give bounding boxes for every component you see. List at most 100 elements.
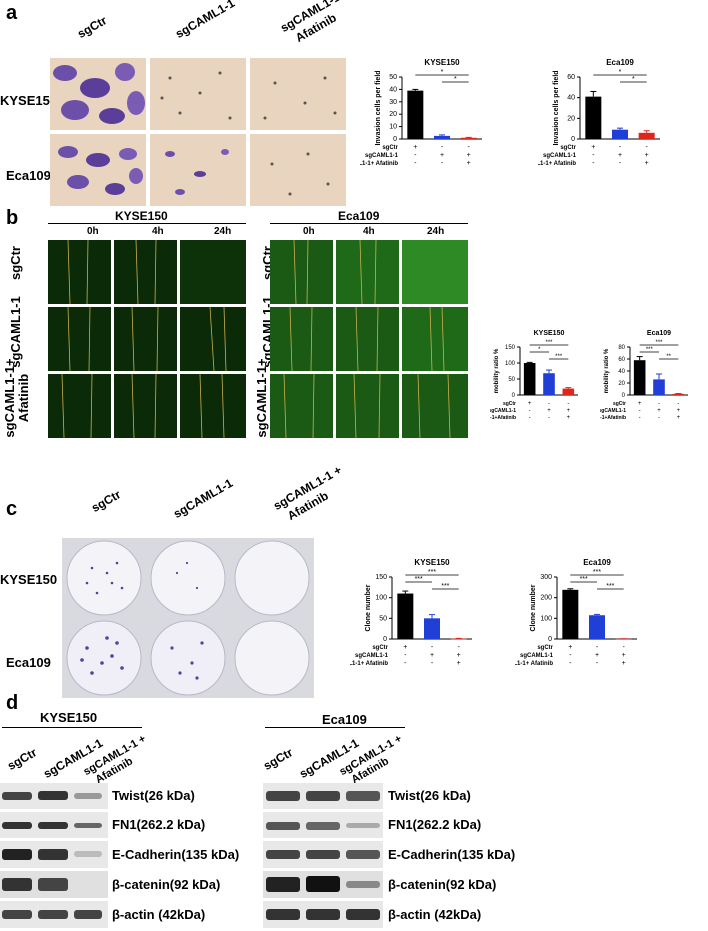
scratch-image	[336, 240, 399, 304]
bar	[407, 90, 424, 139]
invasion-image	[250, 58, 346, 130]
condition-sign: -	[658, 401, 660, 407]
clone-dishes	[66, 540, 310, 696]
condition-sign: -	[622, 644, 625, 651]
sig-label: *	[454, 76, 457, 83]
condition-label: sgCtr	[503, 401, 516, 407]
invasion-stain-medium	[165, 149, 229, 195]
sig-label: ***	[428, 569, 436, 576]
wb-band-twist	[0, 783, 108, 809]
bar	[434, 135, 450, 139]
chart-title: KYSE150	[534, 330, 565, 337]
panel-d-title-kyse150: KYSE150	[40, 710, 98, 725]
panel-a-col-sgctr: sgCtr	[75, 13, 110, 41]
condition-sign: -	[567, 401, 569, 407]
bar	[615, 638, 632, 640]
wb-label-twist: Twist(26 kDa)	[388, 788, 471, 803]
condition-sign: +	[645, 152, 649, 159]
condition-sign: -	[457, 644, 460, 651]
y-tick-label: 150	[375, 574, 387, 581]
sig-label: ***	[580, 576, 588, 583]
condition-sign: +	[622, 652, 626, 659]
wb-lane-sgctr: sgCtr	[5, 745, 40, 773]
chart-title: KYSE150	[414, 558, 450, 567]
panel-a-col-sgcaml1: sgCAML1-1	[173, 0, 238, 41]
condition-sign: -	[441, 160, 444, 167]
y-tick-label: 20	[567, 115, 575, 122]
bar	[589, 615, 605, 639]
condition-sign: +	[645, 160, 649, 167]
condition-sign: +	[638, 401, 642, 407]
invasion-stain-sparse	[160, 71, 232, 120]
bar	[562, 388, 575, 395]
condition-label: sgCAML1-1+ Afatinib	[515, 661, 553, 667]
condition-sign: +	[467, 160, 471, 167]
sig-label: ***	[441, 583, 449, 590]
condition-label: sgCAML1-1	[600, 408, 626, 414]
wb-lane-sgctr: sgCtr	[261, 745, 296, 773]
sig-label: ***	[415, 576, 423, 583]
condition-sign: -	[404, 660, 407, 667]
sig-label: ***	[655, 340, 663, 346]
condition-sign: +	[657, 408, 661, 414]
chart-title: Eca109	[583, 558, 611, 567]
panel-b-row-afatinib-right-1: sgCAML1-1+	[254, 358, 269, 438]
y-tick-label: 0	[512, 393, 516, 399]
sig-label: *	[619, 69, 622, 76]
y-tick-label: 150	[505, 345, 516, 351]
condition-label: sgCAML1-1	[490, 408, 516, 414]
invasion-stain-sparse	[270, 152, 330, 196]
chart-c-kyse150: KYSE150 Clone number 0 50 100 150 *** *** *** sgC…	[350, 558, 472, 667]
wb-label-ecadherin: E-Cadherin(135 kDa)	[388, 847, 516, 862]
panel-c-row-kyse150: KYSE150	[0, 572, 58, 587]
y-tick-label: 60	[567, 74, 575, 81]
scratch-image	[48, 374, 111, 438]
condition-label: sgCAML1-1	[365, 153, 399, 159]
condition-sign: +	[595, 652, 599, 659]
bar	[653, 379, 665, 395]
condition-sign: +	[547, 408, 551, 414]
bar	[543, 373, 555, 395]
panel-b-label: b	[6, 207, 19, 229]
y-axis-label: Invasion cells per field	[375, 70, 382, 145]
bar	[397, 593, 414, 639]
condition-sign: -	[592, 152, 595, 159]
condition-sign: -	[592, 160, 595, 167]
condition-sign: -	[569, 660, 572, 667]
wb-label-bcatenin: β-catenin(92 kDa)	[112, 877, 221, 892]
wb-band-bactin	[263, 901, 383, 928]
bar	[612, 129, 628, 139]
scratch-image	[336, 307, 399, 371]
panel-d-label: d	[6, 692, 19, 714]
condition-label: sgCtr	[537, 645, 553, 651]
condition-sign: -	[639, 408, 641, 414]
panel-b-rule-right	[270, 223, 468, 224]
y-tick-label: 80	[618, 345, 625, 351]
condition-sign: -	[619, 160, 622, 167]
condition-sign: -	[441, 144, 444, 151]
wb-band-bcatenin	[0, 871, 108, 898]
y-tick-label: 300	[540, 574, 552, 581]
wb-band-fn1	[0, 812, 108, 838]
condition-sign: -	[548, 401, 550, 407]
panel-b-row-sgctr-left: sgCtr	[8, 246, 23, 280]
time-label-0h: 0h	[87, 226, 99, 237]
invasion-image	[50, 134, 146, 206]
condition-sign: -	[414, 160, 417, 167]
condition-label: sgCAML1-1+ Afatinib	[350, 661, 388, 667]
condition-label: sgCtr	[613, 401, 626, 407]
condition-label: sgCAML1-1	[543, 153, 577, 159]
y-tick-label: 100	[375, 595, 387, 602]
condition-sign: +	[677, 415, 681, 421]
condition-sign: -	[645, 144, 648, 151]
y-axis-label: Clone number	[365, 584, 372, 631]
sig-label: *	[538, 347, 541, 353]
condition-sign: -	[529, 415, 531, 421]
scratch-image	[270, 240, 333, 304]
condition-sign: +	[457, 652, 461, 659]
scratch-image	[48, 240, 111, 304]
scratch-image	[114, 374, 177, 438]
scratch-image	[180, 307, 246, 371]
condition-sign: -	[467, 144, 470, 151]
y-tick-label: 60	[618, 357, 625, 363]
